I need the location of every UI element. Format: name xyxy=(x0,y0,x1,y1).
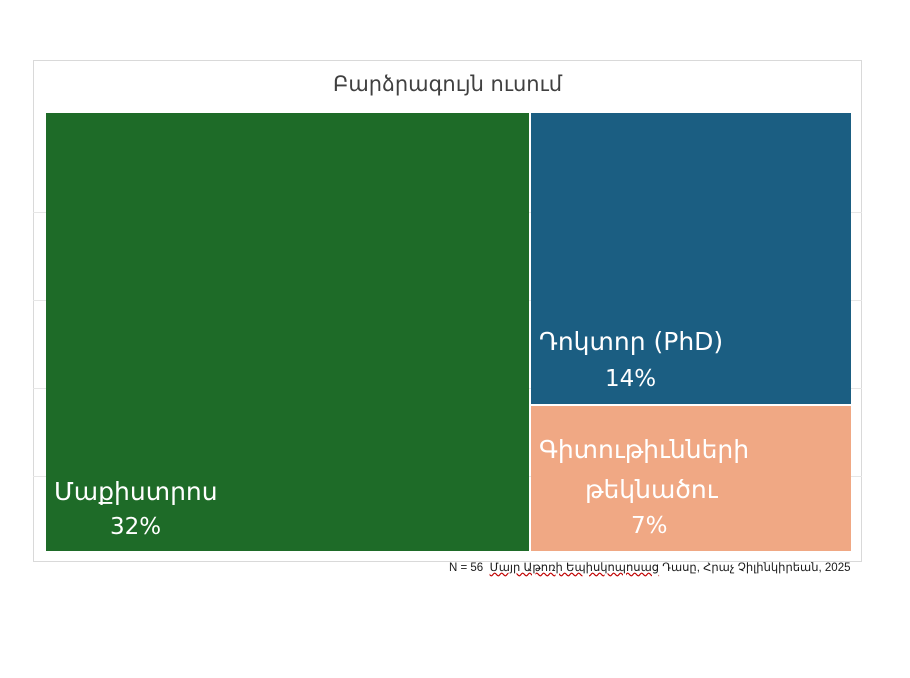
treemap-tile-candidate: Գիտութիւնների թեկնածու 7% xyxy=(531,406,851,551)
source-rest: Դասը, Հրաչ Չիլինկիրեան, 2025 xyxy=(659,562,851,574)
tile-label-candidate-line2: թեկնածու xyxy=(585,475,718,504)
tile-label-candidate-line1: Գիտութիւնների xyxy=(539,435,750,464)
tile-value-phd: 14% xyxy=(605,366,657,392)
tile-value-candidate: 7% xyxy=(631,513,668,539)
chart-title: Բարձրագույն ուսում xyxy=(332,72,563,96)
tile-label-phd: Դոկտոր (PhD) xyxy=(539,327,724,356)
source-underlined: Մայր Աթոռի Եպիսկոպոսաց xyxy=(489,562,660,574)
tile-label-masters: Մաքիստրոս xyxy=(54,477,218,506)
sample-size: N = 56 xyxy=(449,562,484,574)
treemap-tile-masters: Մաքիստրոս 32% xyxy=(46,113,529,551)
tile-value-masters: 32% xyxy=(110,514,162,540)
treemap-tile-phd: Դոկտոր (PhD) 14% xyxy=(531,113,851,404)
source-note: N = 56 Մայր Աթոռի Եպիսկոպոսաց Դասը, Հրաչ… xyxy=(449,560,850,574)
